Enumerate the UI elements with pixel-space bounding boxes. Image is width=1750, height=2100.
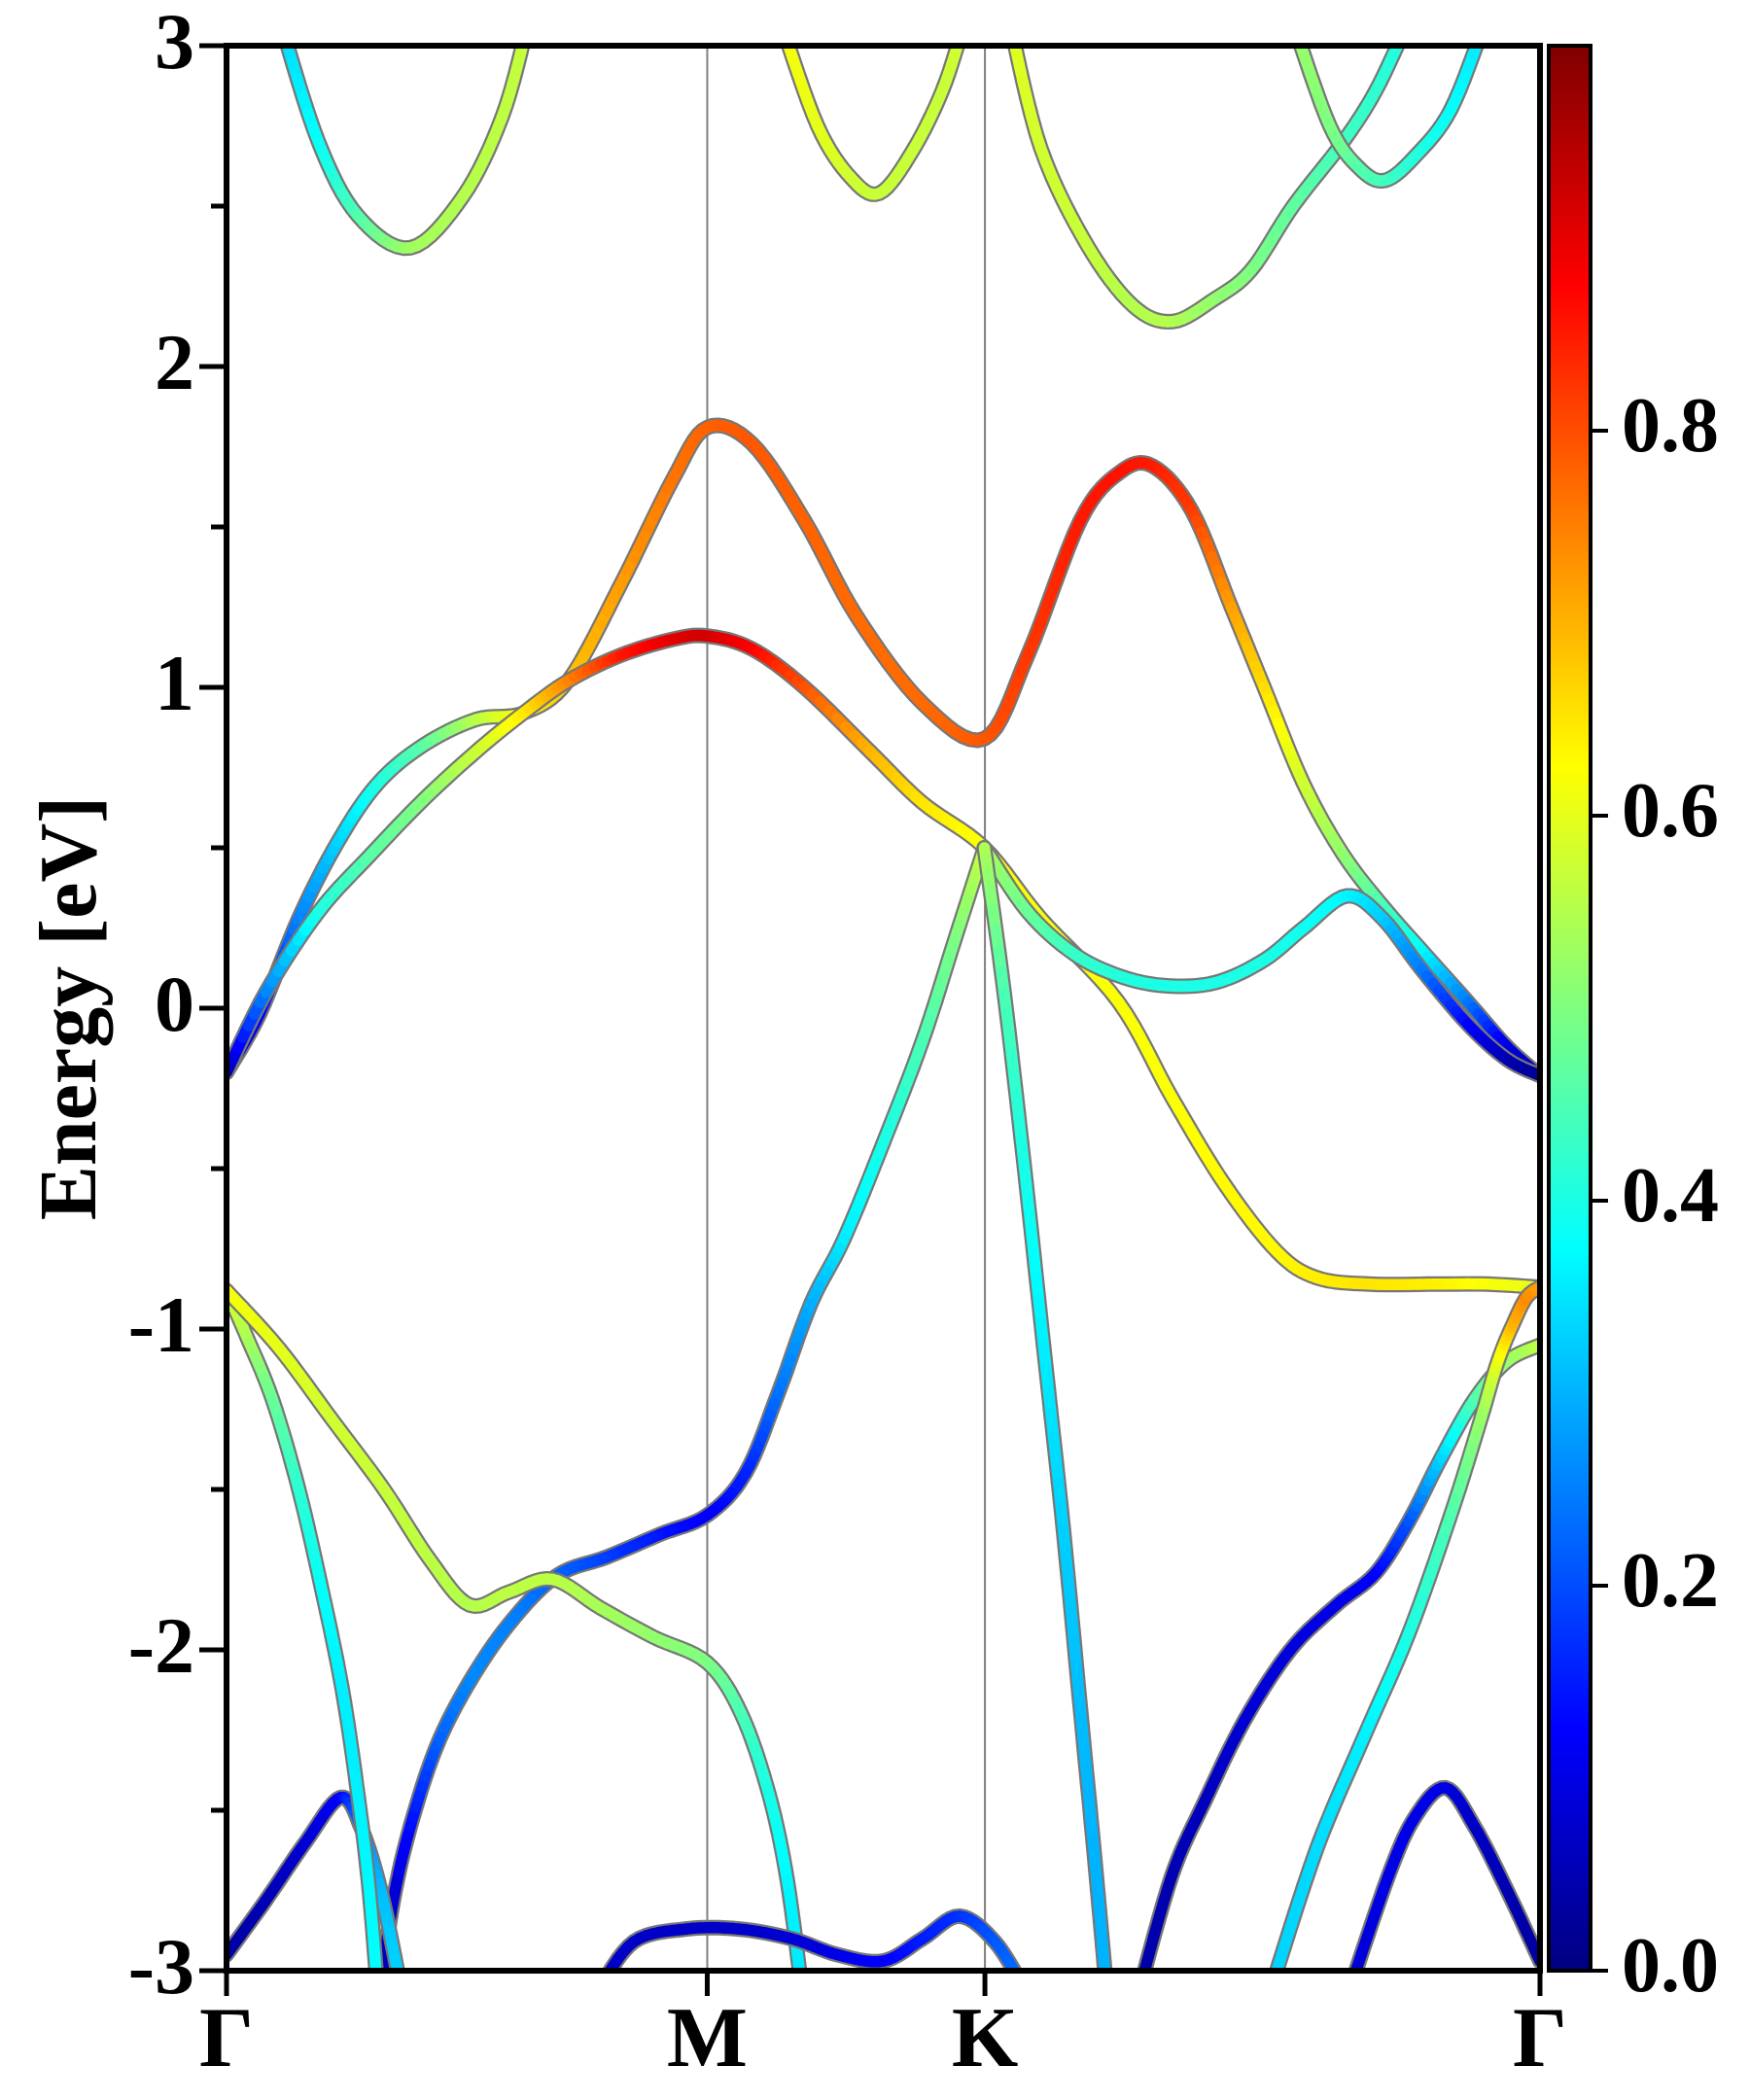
gridlines	[706, 46, 987, 1971]
band-curves	[227, 46, 1540, 1971]
band-val-bottom-hump-right	[1348, 1779, 1540, 1971]
y-tick-label--2: -2	[127, 1601, 194, 1690]
axes-frame	[199, 43, 1543, 1996]
band-val-gentle-left	[227, 1282, 808, 1971]
colorbar-tick-label-0.8: 0.8	[1622, 383, 1719, 469]
y-tick-label-1: 1	[155, 639, 194, 727]
colorbar-tick-label-0.4: 0.4	[1622, 1153, 1719, 1239]
y-tick-label-3: 3	[155, 0, 194, 86]
band-val-mid-m	[374, 840, 993, 1971]
x-tick-label-1: M	[666, 1991, 748, 2085]
band-cond-k-gamma-b	[1292, 46, 1486, 189]
band-val-steep-left	[227, 1282, 384, 1971]
band-cond-m-k	[780, 46, 966, 202]
x-tick-label-0: Γ	[199, 1991, 254, 2085]
colorbar	[1547, 44, 1608, 1973]
band-val-cyan-right	[976, 840, 1540, 1084]
band-cond-k-gamma-a	[1006, 46, 1407, 330]
band-val-upper-1	[227, 417, 1540, 1084]
y-tick-label--3: -3	[127, 1922, 194, 2011]
colorbar-tick-label-0.6: 0.6	[1622, 768, 1719, 854]
band-val-steep-right	[1268, 1279, 1540, 1971]
band-cond-gamma-m	[279, 46, 531, 257]
colorbar-tick-label-0.2: 0.2	[1622, 1538, 1719, 1624]
y-tick-label-0: 0	[155, 960, 194, 1048]
band-val-upper-2	[227, 627, 1540, 1296]
y-tick-label--1: -1	[127, 1280, 194, 1369]
y-tick-label-2: 2	[155, 318, 194, 406]
band-val-bottom-wiggle	[601, 1908, 1024, 1971]
band-val-steep-k-right	[976, 840, 1113, 1971]
colorbar-tick-label-0.0: 0.0	[1622, 1923, 1719, 2009]
x-tick-label-2: K	[951, 1991, 1019, 2085]
x-tick-label-3: Γ	[1513, 1991, 1567, 2085]
